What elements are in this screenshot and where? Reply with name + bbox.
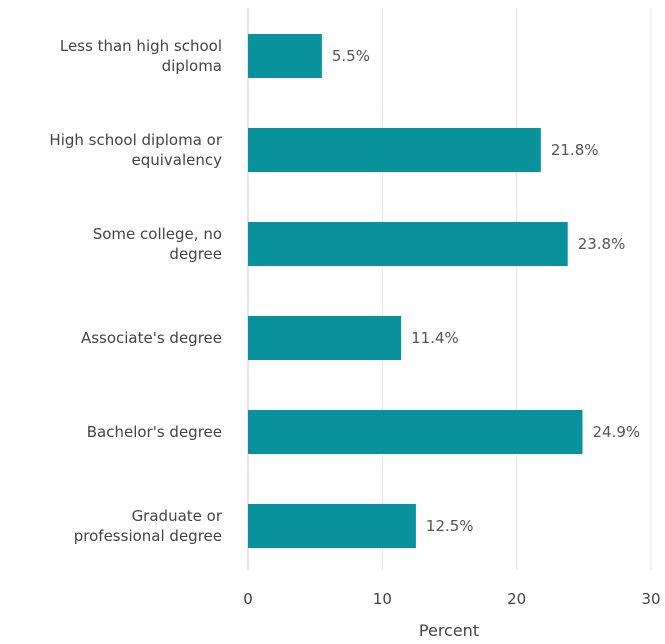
category-label-line: Associate's degree: [81, 329, 222, 347]
bar: [248, 222, 568, 266]
category-label-line: diploma: [162, 57, 222, 75]
data-label: 12.5%: [426, 517, 474, 535]
category-label-line: Less than high school: [60, 37, 222, 55]
category-label: Less than high school diploma: [60, 37, 222, 75]
category-label: Graduate or professional degree: [74, 507, 223, 545]
x-tick-label: 30: [641, 590, 660, 608]
category-label-line: Bachelor's degree: [87, 423, 222, 441]
x-axis-title: Percent: [419, 621, 479, 640]
category-label-line: Some college, no: [93, 225, 222, 243]
bars: [248, 34, 583, 548]
category-label: High school diploma or equivalency: [49, 131, 222, 169]
bar: [248, 316, 402, 360]
x-tick-label: 20: [507, 590, 526, 608]
category-label-line: degree: [169, 245, 222, 263]
data-label: 21.8%: [551, 141, 599, 159]
x-tick-label: 0: [243, 590, 253, 608]
bar: [248, 410, 583, 454]
bar: [248, 128, 541, 172]
category-label-line: High school diploma or: [49, 131, 222, 149]
bar: [248, 504, 416, 548]
bar: [248, 34, 322, 78]
data-label: 5.5%: [332, 47, 370, 65]
category-label-line: equivalency: [131, 151, 222, 169]
data-label: 24.9%: [592, 423, 640, 441]
category-labels: Less than high school diploma High school …: [49, 37, 222, 545]
gridlines: [247, 8, 652, 570]
data-label: 23.8%: [578, 235, 626, 253]
category-label: Some college, no degree: [93, 225, 222, 263]
category-label-line: professional degree: [74, 527, 222, 545]
category-label: Associate's degree: [81, 329, 222, 347]
category-label: Bachelor's degree: [87, 423, 222, 441]
x-axis-ticks: 0 10 20 30: [243, 590, 660, 608]
x-tick-label: 10: [373, 590, 392, 608]
data-label: 11.4%: [411, 329, 459, 347]
category-label-line: Graduate or: [132, 507, 223, 525]
data-labels: 5.5% 21.8% 23.8% 11.4% 24.9% 12.5%: [332, 47, 640, 535]
